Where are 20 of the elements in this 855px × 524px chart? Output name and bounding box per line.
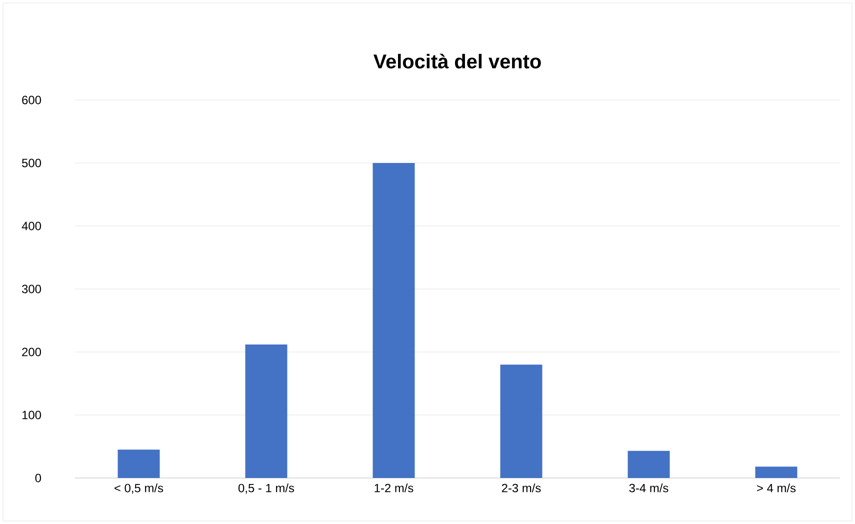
bar: [118, 450, 160, 478]
bar: [245, 344, 288, 478]
bar: [372, 163, 415, 478]
y-tick-label: 600: [22, 96, 42, 104]
chart-title: Velocità del vento: [373, 54, 541, 68]
y-tick-label: 400: [22, 222, 42, 230]
y-tick-label: 0: [35, 474, 42, 482]
y-tick-label: 200: [22, 348, 42, 356]
x-tick-label: > 4 m/s: [757, 484, 796, 492]
y-tick-label: 500: [22, 158, 42, 168]
x-tick-label: 2-3 m/s: [502, 484, 541, 492]
x-tick-label: 0,5 - 1 m/s: [238, 484, 294, 494]
bar: [500, 364, 542, 478]
bar: [755, 466, 798, 478]
bar: [628, 450, 670, 478]
x-tick-label: 1-2 m/s: [374, 484, 414, 492]
y-tick-label: 100: [22, 410, 42, 420]
x-tick-label: < 0,5 m/s: [114, 484, 164, 494]
x-tick-label: 3-4 m/s: [629, 484, 668, 492]
y-tick-label: 300: [22, 284, 42, 294]
